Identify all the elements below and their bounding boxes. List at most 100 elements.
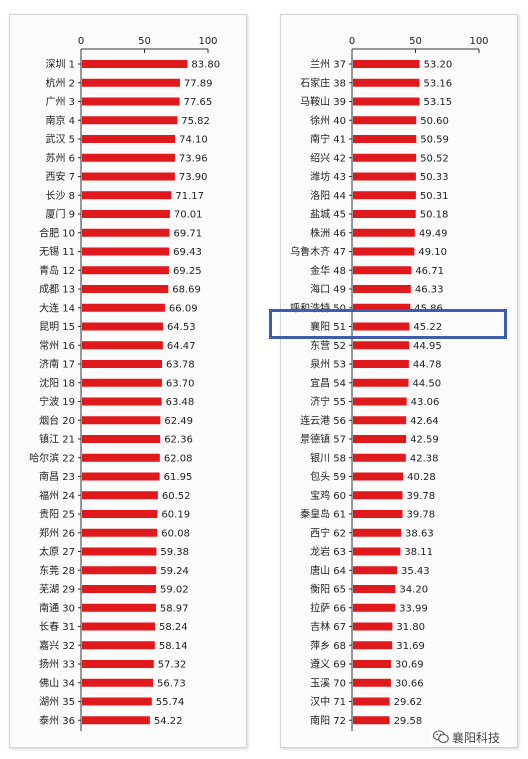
value-label: 45.22 (413, 322, 442, 333)
value-label: 73.90 (179, 172, 208, 183)
value-label: 30.66 (395, 678, 424, 689)
bar (82, 472, 160, 481)
category-label: 潍坊 43 (310, 170, 346, 183)
watermark-text: 襄阳科技 (452, 730, 501, 745)
value-label: 61.95 (164, 472, 193, 483)
category-label: 苏州 6 (45, 151, 75, 164)
bar (82, 191, 172, 200)
x-tick-label: 50 (138, 36, 151, 47)
value-label: 55.74 (156, 697, 185, 708)
bar (353, 603, 396, 612)
value-label: 44.50 (413, 378, 442, 389)
category-label: 常州 16 (39, 339, 75, 352)
category-label: 扬州 33 (39, 658, 75, 671)
category-label: 无锡 11 (39, 245, 75, 258)
category-label: 金华 48 (310, 264, 346, 277)
value-label: 59.38 (160, 547, 189, 558)
value-label: 69.25 (173, 266, 202, 277)
bar (82, 285, 169, 293)
category-label: 烟台 20 (39, 414, 75, 427)
bar (353, 191, 416, 200)
value-label: 33.99 (399, 603, 428, 614)
category-label: 西宁 62 (310, 526, 346, 539)
category-label: 青岛 12 (39, 264, 75, 277)
bar (353, 566, 397, 575)
category-label: 龙岩 63 (310, 545, 346, 558)
bar-chart-right: 0 50 100 兰州 37 53.20 石家庄 38 53.16 马鞍山 39 53.15 徐州… (290, 36, 489, 731)
category-label: 湖州 35 (39, 696, 75, 708)
category-label: 合肥 10 (39, 226, 75, 239)
bar (82, 585, 156, 593)
value-label: 60.52 (162, 491, 191, 502)
category-label: 长沙 8 (45, 190, 75, 202)
value-label: 66.09 (169, 303, 198, 314)
bar (82, 603, 156, 612)
category-label: 南京 4 (45, 114, 75, 127)
chart-panel-left: 0 50 100 深圳 1 83.80 杭州 2 77.89 广州 3 77.65 南京 4 75.… (9, 14, 247, 748)
bar (353, 716, 390, 725)
category-label: 海口 49 (310, 283, 346, 296)
category-label: 长春 31 (39, 621, 75, 633)
bar (353, 453, 406, 462)
value-label: 59.24 (160, 566, 189, 577)
value-label: 31.80 (396, 622, 425, 633)
bar (82, 660, 154, 668)
bar (82, 416, 161, 425)
bar (82, 172, 175, 181)
category-label: 绍兴 42 (310, 151, 346, 164)
bar (353, 228, 415, 237)
category-label: 镇江 21 (39, 433, 75, 446)
category-label: 宁波 19 (39, 395, 75, 408)
category-label: 郑州 26 (39, 526, 75, 539)
bar (353, 360, 409, 368)
category-label: 福州 24 (39, 489, 75, 502)
category-label: 遵义 69 (310, 658, 346, 671)
bar (353, 416, 407, 425)
wechat-icon (433, 730, 449, 744)
value-label: 75.82 (181, 116, 210, 127)
category-label: 贵阳 25 (39, 508, 75, 521)
value-label: 29.62 (394, 697, 423, 708)
category-label: 汉中 71 (310, 695, 346, 708)
bar (82, 528, 158, 537)
value-label: 53.16 (424, 78, 453, 89)
category-label: 佛山 34 (39, 676, 75, 689)
value-label: 50.31 (420, 191, 449, 202)
category-label: 东莞 28 (39, 564, 75, 577)
x-tick-label: 50 (409, 36, 422, 47)
category-label: 南通 30 (39, 601, 75, 614)
bar (82, 641, 155, 650)
value-label: 71.17 (175, 191, 204, 202)
value-label: 40.28 (407, 472, 436, 483)
bar (82, 341, 163, 350)
category-label: 唐山 64 (310, 564, 346, 577)
category-label: 石家庄 38 (300, 76, 346, 89)
value-label: 58.97 (160, 603, 189, 614)
bar (353, 60, 420, 68)
value-label: 35.43 (401, 566, 430, 577)
value-label: 30.69 (395, 660, 424, 671)
bar (82, 716, 150, 725)
bar (353, 547, 401, 556)
value-label: 60.08 (161, 528, 190, 539)
category-label: 包头 59 (310, 470, 346, 483)
bar (353, 266, 412, 275)
bar (353, 172, 416, 181)
category-label: 吉林 67 (310, 620, 346, 633)
value-label: 50.33 (420, 172, 449, 183)
bar (82, 360, 163, 368)
value-label: 45.86 (414, 303, 443, 314)
value-label: 62.36 (164, 435, 193, 446)
value-label: 39.78 (407, 491, 436, 502)
category-label: 秦皇岛 61 (300, 508, 346, 521)
bar (82, 210, 170, 218)
bar (82, 322, 163, 331)
value-label: 29.58 (394, 716, 423, 727)
bar (82, 153, 175, 162)
bar (353, 510, 403, 518)
bar (82, 303, 165, 312)
bar (353, 78, 420, 87)
value-label: 50.59 (420, 135, 449, 146)
category-label: 厦门 9 (45, 208, 75, 221)
bar (353, 341, 410, 350)
